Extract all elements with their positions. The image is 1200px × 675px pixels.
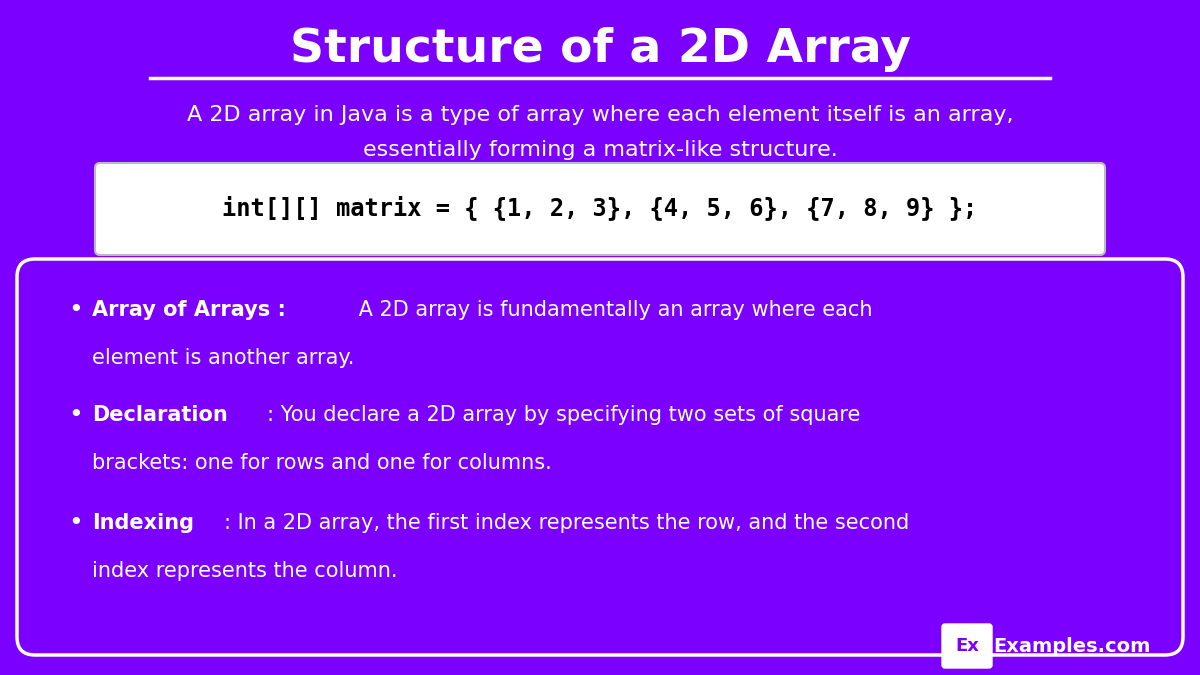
Text: •: • xyxy=(68,403,83,427)
FancyBboxPatch shape xyxy=(942,624,992,668)
Text: •: • xyxy=(68,298,83,322)
Text: Indexing: Indexing xyxy=(92,513,194,533)
Text: Declaration: Declaration xyxy=(92,405,228,425)
Text: Examples.com: Examples.com xyxy=(994,637,1151,655)
Text: •: • xyxy=(68,511,83,535)
Text: index represents the column.: index represents the column. xyxy=(92,561,397,581)
Text: essentially forming a matrix-like structure.: essentially forming a matrix-like struct… xyxy=(362,140,838,160)
Text: A 2D array is fundamentally an array where each: A 2D array is fundamentally an array whe… xyxy=(352,300,872,320)
Text: : You declare a 2D array by specifying two sets of square: : You declare a 2D array by specifying t… xyxy=(268,405,860,425)
Text: Structure of a 2D Array: Structure of a 2D Array xyxy=(289,28,911,72)
Text: element is another array.: element is another array. xyxy=(92,348,354,368)
FancyBboxPatch shape xyxy=(95,163,1105,255)
Text: A 2D array in Java is a type of array where each element itself is an array,: A 2D array in Java is a type of array wh… xyxy=(187,105,1013,125)
Text: : In a 2D array, the first index represents the row, and the second: : In a 2D array, the first index represe… xyxy=(223,513,908,533)
Text: Ex: Ex xyxy=(955,637,979,655)
Text: brackets: one for rows and one for columns.: brackets: one for rows and one for colum… xyxy=(92,453,552,473)
Text: Array of Arrays :: Array of Arrays : xyxy=(92,300,293,320)
Text: int[][] matrix = { {1, 2, 3}, {4, 5, 6}, {7, 8, 9} };: int[][] matrix = { {1, 2, 3}, {4, 5, 6},… xyxy=(222,196,978,221)
